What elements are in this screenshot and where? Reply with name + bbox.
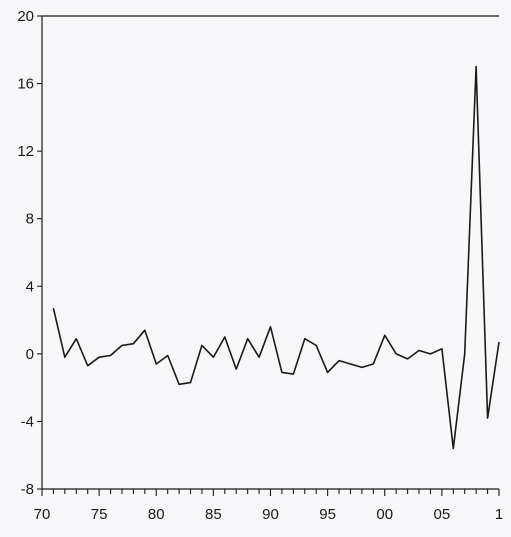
y-axis-tick-labels: -8 -4 0 4 8 12 16 20 bbox=[17, 8, 34, 498]
series-line bbox=[52, 65, 500, 450]
x-axis-ticks bbox=[41, 489, 500, 496]
x-tick-label: 95 bbox=[319, 506, 336, 523]
y-tick-label: -8 bbox=[21, 481, 34, 498]
x-tick-label: 05 bbox=[434, 506, 451, 523]
x-axis-tick-labels: 70 75 80 85 90 95 00 05 1 bbox=[34, 506, 504, 523]
x-tick-label: 75 bbox=[91, 506, 108, 523]
y-tick-label: 12 bbox=[17, 143, 34, 160]
x-tick-label: 90 bbox=[262, 506, 279, 523]
y-tick-label: 0 bbox=[26, 346, 34, 363]
y-axis-ticks bbox=[37, 15, 42, 490]
x-tick-label: 80 bbox=[148, 506, 165, 523]
x-tick-label: 70 bbox=[34, 506, 51, 523]
y-tick-label: 16 bbox=[17, 76, 34, 93]
y-tick-label: 20 bbox=[17, 8, 34, 25]
x-tick-label: 1 bbox=[495, 506, 503, 523]
x-tick-label: 85 bbox=[205, 506, 222, 523]
y-tick-label: 4 bbox=[26, 278, 34, 295]
x-tick-label: 00 bbox=[376, 506, 393, 523]
y-tick-label: 8 bbox=[26, 211, 34, 228]
y-tick-label: -4 bbox=[21, 413, 34, 430]
